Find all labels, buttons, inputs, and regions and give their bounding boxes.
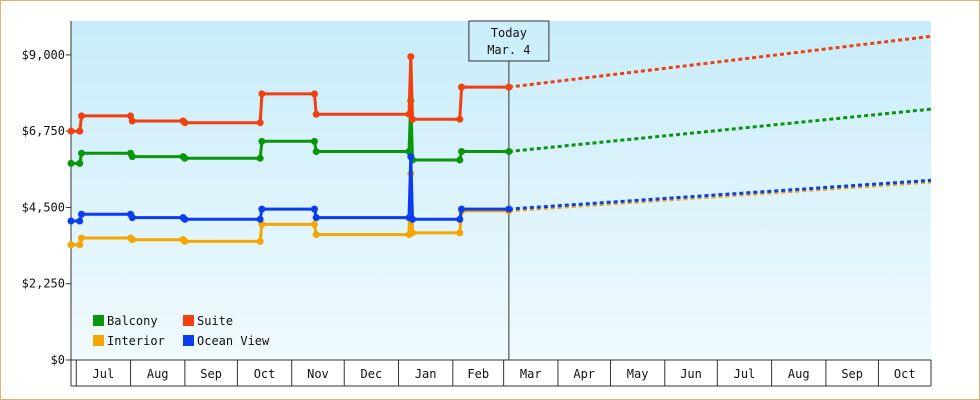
data-point bbox=[78, 210, 86, 218]
y-tick-label: $6,750 bbox=[22, 124, 65, 138]
data-point bbox=[67, 159, 75, 167]
data-point bbox=[407, 53, 415, 61]
data-point bbox=[76, 127, 84, 135]
x-tick-label: Dec bbox=[361, 367, 383, 381]
data-point bbox=[456, 229, 464, 237]
data-point bbox=[505, 148, 513, 156]
data-point bbox=[128, 236, 136, 244]
x-tick-label: Feb bbox=[467, 367, 489, 381]
x-tick-label: Oct bbox=[894, 367, 916, 381]
data-point bbox=[409, 229, 417, 237]
legend-label-suite: Suite bbox=[197, 314, 233, 328]
data-point bbox=[312, 231, 320, 239]
data-point bbox=[128, 117, 136, 125]
series-interior bbox=[67, 170, 932, 249]
data-point bbox=[505, 83, 513, 91]
series-group bbox=[67, 34, 932, 249]
x-tick-label: Sep bbox=[200, 367, 222, 381]
data-point bbox=[67, 217, 75, 225]
data-point bbox=[67, 127, 75, 135]
data-point bbox=[67, 241, 75, 249]
data-point bbox=[128, 214, 136, 222]
data-point bbox=[458, 83, 466, 91]
series-projection-ocean-view bbox=[508, 178, 932, 211]
data-point bbox=[258, 205, 266, 213]
today-box bbox=[468, 20, 550, 62]
legend-label-ocean-view: Ocean View bbox=[197, 334, 270, 348]
data-point bbox=[256, 119, 264, 127]
data-point bbox=[128, 153, 136, 161]
today-date: Mar. 4 bbox=[487, 43, 530, 57]
data-point bbox=[405, 110, 413, 118]
x-tick-label: Jun bbox=[680, 367, 702, 381]
data-point bbox=[310, 90, 318, 98]
x-tick-label: Nov bbox=[307, 367, 329, 381]
series-suite bbox=[67, 34, 932, 135]
y-tick-label: $0 bbox=[51, 353, 65, 367]
x-tick-label: Sep bbox=[841, 367, 863, 381]
data-point bbox=[310, 137, 318, 145]
data-point bbox=[312, 214, 320, 222]
data-point bbox=[310, 220, 318, 228]
data-point bbox=[78, 112, 86, 120]
data-point bbox=[409, 215, 417, 223]
data-point bbox=[456, 156, 464, 164]
today-label: Today bbox=[491, 26, 527, 40]
data-point bbox=[258, 137, 266, 145]
data-point bbox=[458, 205, 466, 213]
data-point bbox=[407, 153, 415, 161]
series-projection-interior bbox=[508, 180, 932, 213]
y-tick-label: $2,250 bbox=[22, 277, 65, 291]
data-point bbox=[181, 237, 189, 245]
legend-label-interior: Interior bbox=[107, 334, 165, 348]
legend-swatch-ocean-view bbox=[183, 335, 194, 346]
data-point bbox=[310, 205, 318, 213]
data-point bbox=[258, 90, 266, 98]
data-point bbox=[76, 241, 84, 249]
legend: Balcony Suite Interior Ocean View bbox=[93, 314, 270, 348]
data-point bbox=[456, 215, 464, 223]
data-point bbox=[76, 217, 84, 225]
x-tick-label: Aug bbox=[788, 367, 810, 381]
data-point bbox=[256, 237, 264, 245]
data-point bbox=[505, 205, 513, 213]
data-point bbox=[181, 154, 189, 162]
legend-swatch-balcony bbox=[93, 315, 104, 326]
series-balcony bbox=[67, 97, 932, 167]
data-point bbox=[181, 119, 189, 127]
data-point bbox=[78, 234, 86, 242]
data-point bbox=[458, 148, 466, 156]
data-point bbox=[409, 115, 417, 123]
data-point bbox=[456, 115, 464, 123]
x-tick-label: Mar bbox=[520, 367, 542, 381]
data-point bbox=[312, 148, 320, 156]
data-point bbox=[181, 215, 189, 223]
data-point bbox=[76, 159, 84, 167]
series-projection-balcony bbox=[508, 107, 932, 153]
legend-swatch-suite bbox=[183, 315, 194, 326]
legend-label-balcony: Balcony bbox=[107, 314, 158, 328]
plot-area bbox=[71, 21, 931, 360]
x-tick-label: Oct bbox=[254, 367, 276, 381]
series-projection-suite bbox=[508, 34, 932, 89]
x-tick-label: Apr bbox=[573, 367, 595, 381]
y-tick-label: $4,500 bbox=[22, 200, 65, 214]
data-point bbox=[256, 154, 264, 162]
x-tick-label: Jul bbox=[734, 367, 756, 381]
x-tick-label: May bbox=[627, 367, 649, 381]
data-point bbox=[256, 215, 264, 223]
legend-swatch-interior bbox=[93, 335, 104, 346]
y-tick-label: $9,000 bbox=[22, 48, 65, 62]
x-tick-label: Jan bbox=[415, 367, 437, 381]
axes: $0 $2,250 $4,500 $6,750 $9,000 Jul Aug Sep Oct No… bbox=[22, 21, 932, 387]
data-point bbox=[78, 149, 86, 157]
series-ocean-view bbox=[67, 153, 932, 225]
x-tick-label: Jul bbox=[93, 367, 115, 381]
x-tick-label: Aug bbox=[147, 367, 169, 381]
data-point bbox=[312, 110, 320, 118]
